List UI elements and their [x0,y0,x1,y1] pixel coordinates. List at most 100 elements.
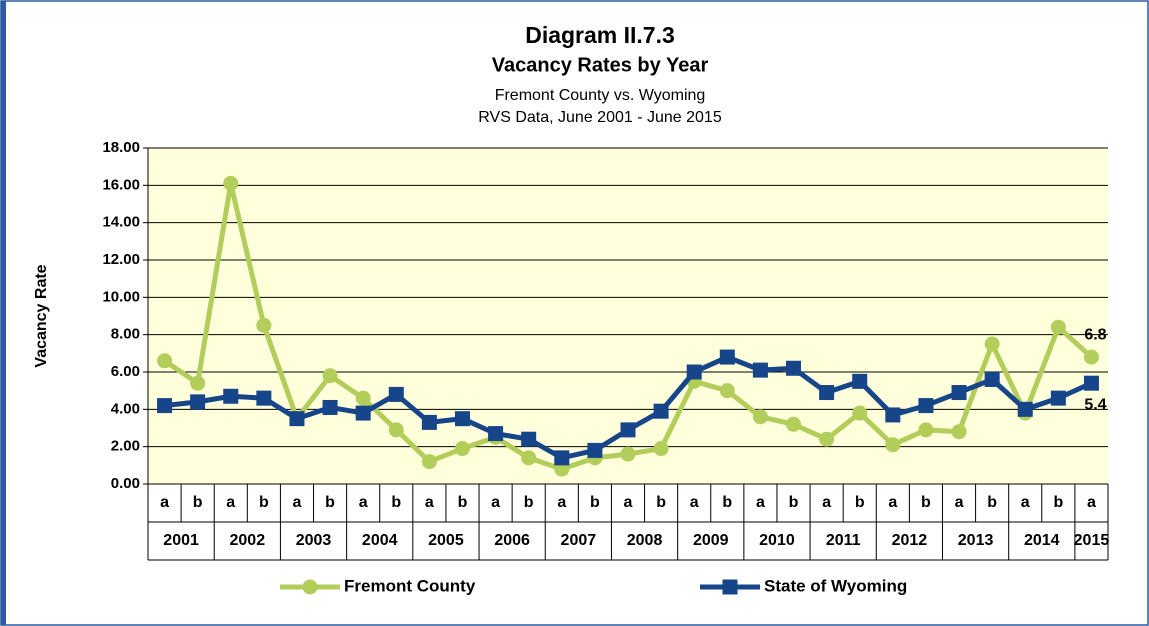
y-tick-label: 8.00 [111,326,140,343]
marker [1083,349,1099,365]
marker [157,398,173,414]
x-group-label: 2004 [362,532,398,549]
x-group-label: 2005 [428,532,464,549]
y-tick-label: 0.00 [111,475,140,492]
marker [719,383,735,399]
marker [620,446,636,462]
x-tick-label: b [789,494,799,511]
x-group-label: 2008 [627,532,663,549]
marker [289,411,305,427]
marker [885,407,901,423]
marker [786,416,802,432]
marker [190,394,206,410]
x-tick-label: a [293,494,302,511]
marker [521,431,537,447]
x-group-label: 2011 [826,532,861,549]
x-tick-label: b [458,494,468,511]
marker [1050,319,1066,335]
x-group-label: 2012 [892,532,928,549]
marker [719,349,735,365]
x-tick-label: a [160,494,169,511]
marker [388,386,404,402]
marker [223,388,239,404]
marker [388,422,404,438]
marker [620,422,636,438]
x-tick-label: a [888,494,897,511]
x-tick-label: a [1087,494,1096,511]
legend-label: State of Wyoming [764,576,907,595]
x-group-label: 2002 [230,532,266,549]
x-group-label: 2015 [1074,532,1110,549]
x-tick-label: b [855,494,865,511]
y-axis-label: Vacancy Rate [33,264,50,367]
x-group-label: 2009 [693,532,729,549]
y-tick-label: 6.00 [111,363,140,380]
x-tick-label: a [425,494,434,511]
marker [819,431,835,447]
x-tick-label: b [325,494,335,511]
marker [918,398,934,414]
x-group-label: 2006 [494,532,530,549]
marker [885,437,901,453]
x-group-label: 2010 [759,532,795,549]
x-tick-label: a [1021,494,1030,511]
marker [918,422,934,438]
marker [686,364,702,380]
x-tick-label: b [193,494,203,511]
x-tick-label: b [987,494,997,511]
data-label: 6.8 [1084,326,1106,343]
marker [190,375,206,391]
x-tick-label: b [656,494,666,511]
y-tick-label: 16.00 [102,176,140,193]
x-group-label: 2003 [296,532,332,549]
x-tick-label: a [955,494,964,511]
marker [951,424,967,440]
marker [653,441,669,457]
legend-marker [302,579,318,595]
marker [1083,375,1099,391]
x-tick-label: a [226,494,235,511]
x-tick-label: b [722,494,732,511]
x-tick-label: a [624,494,633,511]
marker [355,390,371,406]
marker [454,411,470,427]
legend-marker [722,579,738,595]
x-group-label: 2013 [958,532,994,549]
marker [951,385,967,401]
chart-title: Diagram II.7.3 [525,22,675,48]
marker [256,317,272,333]
marker [157,353,173,369]
x-tick-label: b [391,494,401,511]
x-tick-label: b [524,494,534,511]
marker [521,450,537,466]
marker [454,441,470,457]
marker [984,371,1000,387]
x-tick-label: b [921,494,931,511]
x-group-label: 2014 [1024,532,1060,549]
marker [819,385,835,401]
y-tick-label: 14.00 [102,214,140,231]
y-tick-label: 18.00 [102,139,140,156]
marker [256,390,272,406]
legend-label: Fremont County [344,576,476,595]
marker [852,373,868,389]
marker [1050,390,1066,406]
chart-subtitle: RVS Data, June 2001 - June 2015 [478,109,722,126]
marker [984,336,1000,352]
x-tick-label: b [259,494,269,511]
marker [587,442,603,458]
x-tick-label: a [756,494,765,511]
marker [488,426,504,442]
marker [421,454,437,470]
x-tick-label: a [690,494,699,511]
y-tick-label: 4.00 [111,400,140,417]
x-tick-label: b [1053,494,1063,511]
x-tick-label: b [590,494,600,511]
x-tick-label: a [557,494,566,511]
marker [852,405,868,421]
x-tick-label: a [359,494,368,511]
x-tick-label: a [822,494,831,511]
x-tick-label: a [491,494,500,511]
y-tick-label: 10.00 [102,288,140,305]
